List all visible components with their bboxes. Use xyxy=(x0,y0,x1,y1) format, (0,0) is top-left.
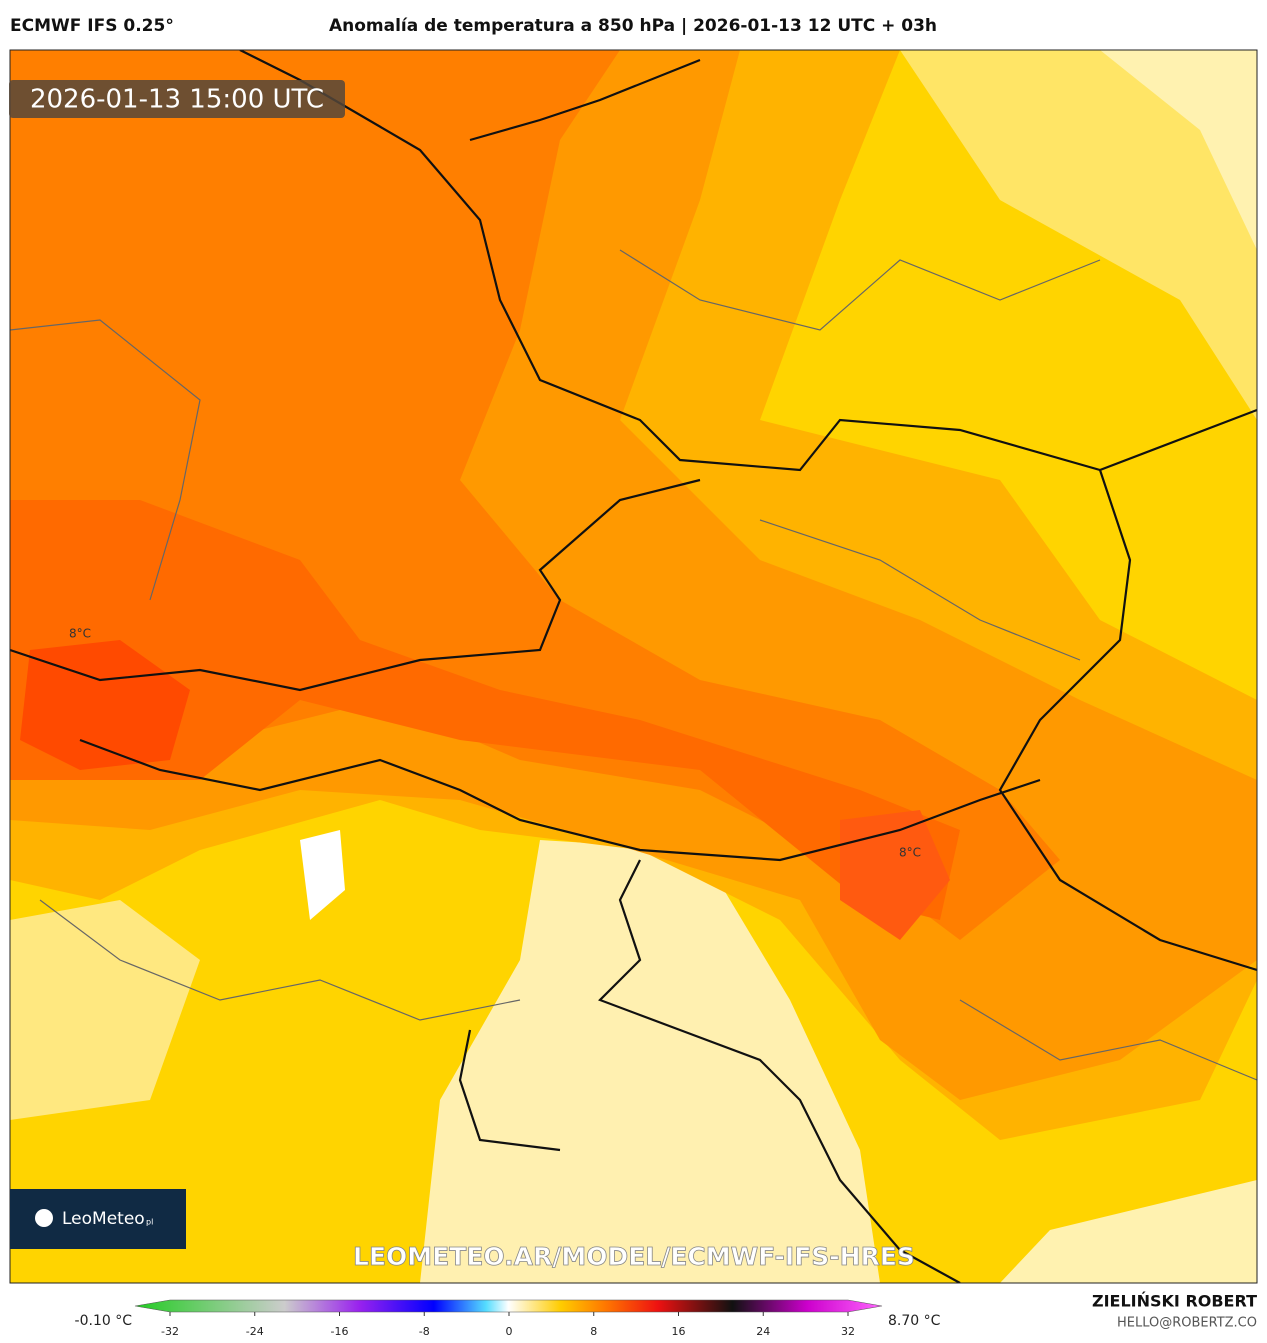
colorbar-tick-label: -24 xyxy=(246,1325,264,1338)
field-light-yellow xyxy=(900,50,1257,420)
legend-min: -0.10 °C xyxy=(75,1313,133,1329)
map-title: Anomalía de temperatura a 850 hPa | 2026… xyxy=(329,16,937,36)
timestamp-box xyxy=(9,80,345,118)
colorbar-tick-label: 24 xyxy=(756,1325,770,1338)
colorbar-tick-label: 0 xyxy=(506,1325,513,1338)
logo-suffix: pl xyxy=(146,1218,153,1227)
field-red-orange xyxy=(10,500,960,920)
colorbar-tick-label: -8 xyxy=(419,1325,430,1338)
legend-max: 8.70 °C xyxy=(888,1313,941,1329)
colorbar-ticks: -32 -24 -16 -8 0 8 16 24 32 xyxy=(161,1312,855,1338)
logo-text: LeoMeteo xyxy=(62,1209,145,1229)
region-borders xyxy=(10,249,1257,1081)
contour-label: 8°C xyxy=(69,627,91,641)
colorbar xyxy=(134,1299,883,1313)
field-pale xyxy=(420,840,880,1283)
timestamp: 2026-01-13 15:00 UTC xyxy=(30,85,324,115)
colorbar-tick-label: 8 xyxy=(590,1325,597,1338)
field-light-yellow xyxy=(10,900,200,1120)
colorbar-tick-label: 32 xyxy=(841,1325,855,1338)
colorbar-tick-label: -16 xyxy=(331,1325,349,1338)
colorbar-tick-label: 16 xyxy=(672,1325,686,1338)
field-pale xyxy=(1000,1180,1257,1283)
email: HELLO@ROBERTZ.CO xyxy=(1117,1316,1257,1331)
colorbar-tick-label: -32 xyxy=(161,1325,179,1338)
author: ZIELIŃSKI ROBERT xyxy=(1092,1292,1257,1311)
contour-label: 8°C xyxy=(899,846,921,860)
country-borders xyxy=(10,50,1257,1283)
field-pale xyxy=(1100,50,1257,250)
field-red xyxy=(840,810,950,940)
watermark: LEOMETEO.AR/MODEL/ECMWF-IFS-HRES xyxy=(353,1242,915,1271)
map: 8°C 8°C 2026-01-13 15:00 UTC LeoMeteo pl… xyxy=(9,49,1258,1284)
field-white xyxy=(300,830,345,920)
field-red xyxy=(20,640,190,770)
logo-sun xyxy=(35,1209,53,1227)
map-frame xyxy=(9,49,1258,1284)
model-name: ECMWF IFS 0.25° xyxy=(10,16,174,36)
